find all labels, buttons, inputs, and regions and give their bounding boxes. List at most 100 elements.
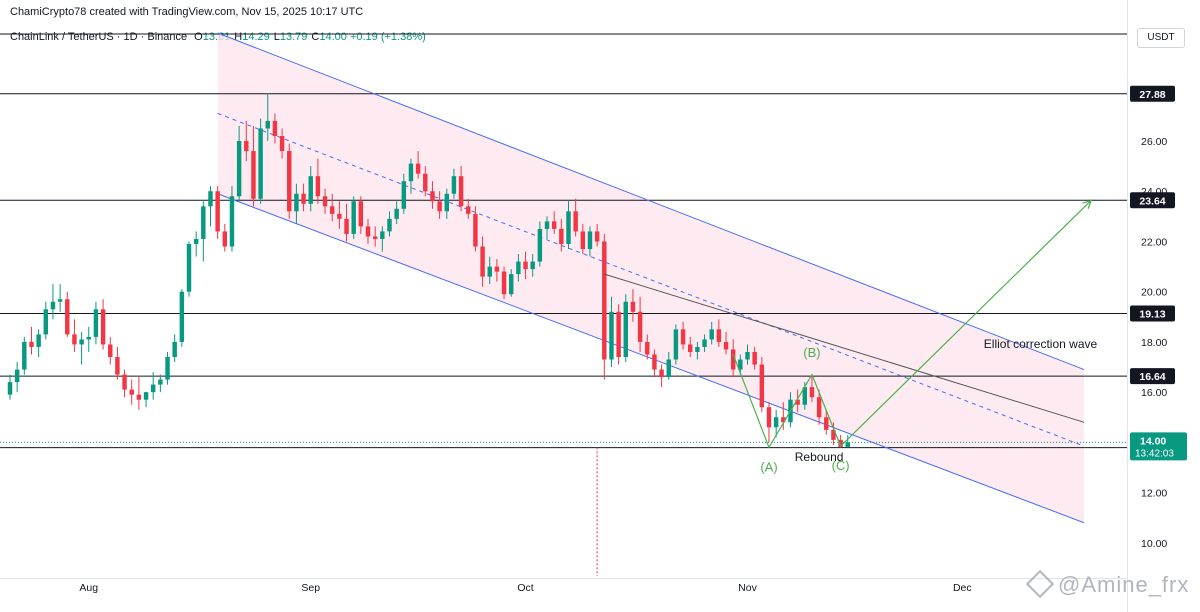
candle [480, 236, 485, 287]
y-tick-label: 10.00 [1141, 538, 1167, 550]
candle [244, 120, 249, 162]
candle [508, 269, 514, 297]
author-line: ChamiCrypto78 created with TradingView.c… [10, 6, 364, 18]
candle [158, 374, 163, 393]
channel-upper-line [217, 32, 1085, 371]
candle [322, 188, 328, 214]
tradingview-logo-icon [1025, 569, 1055, 599]
candle [294, 183, 299, 224]
candle [279, 128, 285, 159]
candle-body [516, 261, 521, 275]
candle [315, 158, 321, 204]
candle-body [208, 191, 213, 207]
candle [709, 321, 714, 345]
candle-body [616, 311, 621, 357]
candle-body [322, 196, 328, 207]
x-tick-label: Nov [738, 582, 757, 594]
candle [365, 218, 371, 244]
candle-body [659, 369, 664, 378]
level-badge-text: 23.64 [1139, 195, 1165, 207]
candle-body [695, 346, 700, 352]
candle-body [544, 221, 550, 229]
resistance-trendline [604, 273, 1085, 423]
candle-body [587, 231, 593, 250]
candle-body [344, 218, 349, 234]
y-tick-label: 20.00 [1141, 287, 1167, 299]
candle [824, 409, 829, 435]
candle [22, 336, 27, 375]
candle-body [688, 344, 693, 352]
candle-body [57, 299, 63, 302]
candle-body [380, 231, 385, 239]
candle [659, 364, 664, 388]
candle [208, 186, 213, 227]
last-price-text: 14.00 [1140, 435, 1166, 447]
candle [730, 339, 736, 378]
candle-body [573, 211, 578, 232]
candle [437, 191, 442, 219]
candle-body [372, 236, 378, 239]
candle [501, 266, 507, 300]
candle-body [838, 439, 843, 448]
candle [523, 251, 528, 280]
candle [516, 254, 521, 282]
candle [587, 226, 593, 257]
candle-body [36, 334, 41, 347]
candle-body [466, 206, 471, 214]
candle-body [773, 417, 779, 428]
y-tick-label: 22.00 [1141, 236, 1167, 248]
candle-body [494, 266, 500, 272]
candle-body [508, 274, 514, 295]
candle-body [301, 193, 306, 204]
candle-body [215, 191, 220, 232]
chart-annotation: Rebound [795, 450, 844, 464]
candle [201, 201, 206, 262]
candle-body [79, 339, 84, 345]
candle [172, 334, 177, 363]
chart-annotation: Elliot correction wave [984, 337, 1098, 351]
candle [308, 166, 313, 212]
candle-body [745, 351, 750, 360]
candle-body [487, 266, 492, 277]
candle-body [229, 196, 235, 247]
candle-body [222, 231, 228, 247]
candle [444, 188, 449, 219]
candle [179, 289, 185, 347]
candle [57, 284, 63, 312]
candle-body [673, 329, 679, 360]
candle-body [594, 231, 600, 242]
candle-body [809, 387, 815, 398]
candle-body [702, 339, 707, 347]
candle-body [709, 329, 714, 340]
y-tick-label: 16.00 [1141, 387, 1167, 399]
candle [845, 435, 850, 448]
candle-body [781, 417, 786, 423]
level-badge-bg [1130, 192, 1175, 209]
wave-label: (A) [760, 459, 777, 474]
candle [186, 241, 192, 297]
candle-body [394, 208, 399, 219]
currency-unit-button[interactable]: USDT [1137, 28, 1185, 48]
candle [387, 211, 392, 237]
candle [380, 226, 385, 252]
candle-body [408, 163, 414, 182]
candle [150, 372, 156, 400]
candle-body [129, 389, 134, 395]
candle-body [630, 301, 636, 312]
candle [344, 203, 349, 242]
candle-body [143, 392, 149, 400]
candle-body [645, 341, 650, 355]
candle [680, 321, 686, 350]
candle [745, 344, 750, 365]
candle [29, 326, 34, 355]
candle-body [43, 309, 49, 335]
candle-body [244, 141, 249, 152]
candle [759, 356, 765, 413]
candle [358, 196, 364, 234]
candle-body [158, 379, 163, 385]
x-tick-label: Aug [79, 582, 98, 594]
candle [816, 389, 822, 425]
candle-body [537, 228, 543, 262]
candle-body [451, 176, 457, 194]
